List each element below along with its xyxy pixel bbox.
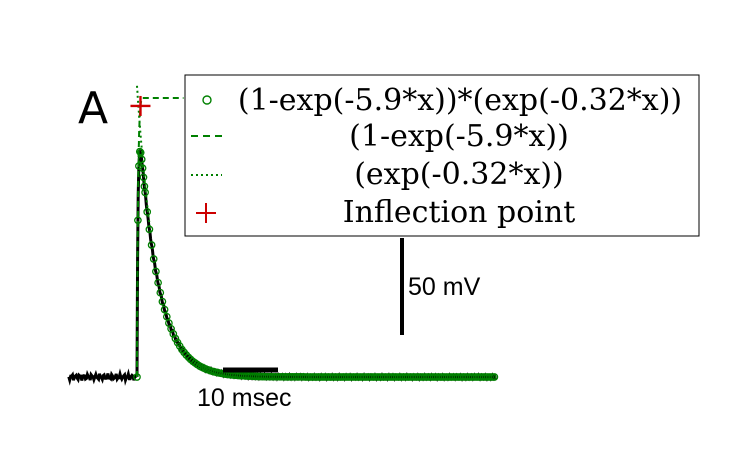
time-scale-bar: 10 msec xyxy=(197,367,291,412)
series-product-point xyxy=(147,241,156,249)
series-product-point xyxy=(134,216,142,225)
legend-marker-inflection xyxy=(196,203,216,223)
voltage-scale-label: 50 mV xyxy=(408,273,481,301)
series-product-point xyxy=(135,162,143,170)
time-scale-label: 10 msec xyxy=(197,384,291,412)
series-product-point xyxy=(139,173,148,182)
series-product-point xyxy=(141,188,149,197)
voltage-scale-bar: 50 mV xyxy=(400,238,481,335)
series-product-point xyxy=(133,373,141,381)
series-rise-line xyxy=(136,97,184,378)
series-product-point xyxy=(149,255,158,263)
series-product-point xyxy=(171,334,180,343)
series-product-point xyxy=(152,267,160,276)
panel-label: A xyxy=(78,83,108,134)
series-product-point xyxy=(184,353,193,362)
fit-points-layer xyxy=(130,95,499,381)
series-product-point xyxy=(490,373,499,381)
series-product-point xyxy=(169,330,178,338)
series-product-point xyxy=(135,147,144,156)
series-product-point xyxy=(156,288,165,297)
legend-label-decay: (exp(-0.32*x)) xyxy=(354,157,564,192)
legend-box xyxy=(184,74,700,237)
series-product-point xyxy=(145,225,154,234)
series-product-point xyxy=(154,278,162,287)
legend-label-inflection: Inflection point xyxy=(343,195,576,230)
series-product-point xyxy=(182,351,191,359)
series-product-point xyxy=(486,373,494,381)
legend: (1-exp(-5.9*x))*(exp(-0.32*x)) (1-exp(-5… xyxy=(184,74,700,237)
series-product-point xyxy=(158,297,167,306)
series-product-point xyxy=(138,164,147,172)
legend-label-product: (1-exp(-5.9*x))*(exp(-0.32*x)) xyxy=(238,83,682,118)
series-product-point xyxy=(143,208,152,216)
legend-marker-product xyxy=(202,95,212,105)
series-product-point xyxy=(160,305,169,314)
inflection-point-marker xyxy=(130,95,151,116)
legend-label-rise: (1-exp(-5.9*x)) xyxy=(349,119,569,154)
series-product-point xyxy=(137,155,146,164)
